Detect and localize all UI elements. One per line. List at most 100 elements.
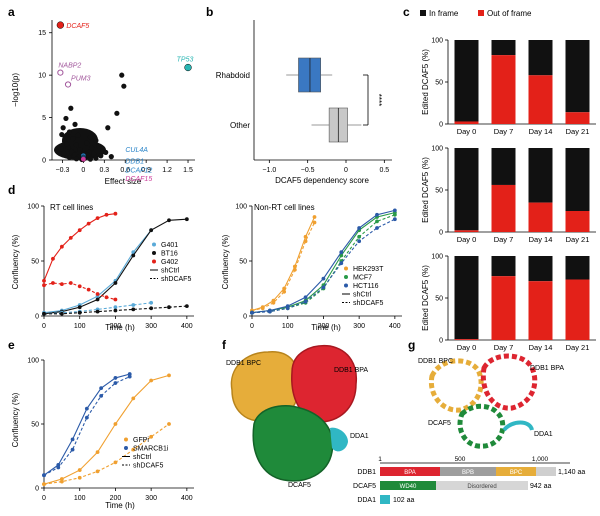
c-ylabel: Edited DCAF5 (%): [421, 157, 430, 223]
series-point: [127, 374, 132, 379]
series-point: [86, 287, 91, 292]
panel-a: a −log10(p) Effect size −0.3 0 0.3 0.6 0.9 1.…: [8, 5, 195, 186]
g-ribbon-dcaf5: [457, 403, 506, 449]
f-structure-density: [230, 344, 358, 482]
series-point: [70, 447, 75, 452]
a-point: [72, 121, 78, 127]
series-point: [184, 304, 189, 308]
series-point: [68, 281, 73, 285]
a-point: [93, 155, 99, 161]
c-xtick-label: Day 7: [494, 127, 514, 136]
series-point: [86, 221, 91, 226]
ytick-label: 50: [31, 259, 39, 266]
g-ddb1-bpa-label: BPA: [404, 470, 416, 476]
a-point-dcaf5: [56, 21, 65, 29]
d2-chart: Non-RT cell lines Confluency (%) Time (h…: [221, 203, 402, 332]
series-point: [357, 234, 362, 239]
series-point: [95, 292, 100, 296]
series-point: [292, 267, 297, 272]
xtick-label: 300: [353, 323, 365, 330]
c-bar-outframe: [454, 230, 479, 232]
series-point: [357, 239, 362, 244]
series-point: [131, 307, 136, 312]
panel-letter-a: a: [8, 5, 15, 19]
ytick-label: 0: [35, 486, 39, 493]
g-label-dcaf5: DCAF5: [428, 420, 451, 427]
panel-b: b DCAF5 dependency score −1.0 −0.5 0 0.5 Rh…: [206, 5, 392, 185]
series-point: [375, 219, 379, 224]
f-label-dda1: DDA1: [350, 433, 369, 440]
c-legend-inframe: In frame: [429, 9, 459, 18]
series-point: [392, 212, 397, 217]
a-label-tp53: TP53: [177, 57, 194, 64]
c-xtick-label: Day 0: [457, 235, 477, 244]
panel-letter-f: f: [222, 338, 227, 352]
panel-e: e Confluency (%) Time (h) 0 100 200 300 400 0…: [8, 338, 194, 510]
f-dcaf5: [252, 404, 334, 482]
series-point: [77, 228, 82, 233]
g-row-dda1: DDA1: [357, 497, 376, 504]
panel-c: c In frame Out of frame BT16 RT050100Edi…: [403, 5, 596, 352]
c-bar-inframe: [528, 148, 553, 203]
a-point: [89, 145, 95, 151]
panel-letter-e: e: [8, 338, 15, 352]
series-point: [42, 283, 46, 288]
legend-label: SMARCB1i: [133, 446, 169, 453]
a-point: [60, 125, 66, 131]
a-yticks: 0 5 10 15: [38, 30, 52, 165]
g-dcaf5-disordered-label: Disordered: [467, 484, 496, 490]
c-bar-inframe: [528, 256, 553, 282]
xtick-label: 200: [318, 323, 330, 330]
a-xtick-label: 0: [81, 167, 85, 174]
a-ytick-label: 0: [42, 158, 46, 165]
a-label-dcaf12: DCAF12: [125, 167, 152, 174]
series-point: [167, 373, 171, 378]
legend-label: shDCAF5: [161, 276, 191, 283]
b-xtick-label: −1.0: [262, 167, 276, 174]
series-line-smarcb1i-dashed: [43, 423, 170, 485]
a-point: [68, 105, 74, 111]
xtick-label: 300: [145, 323, 157, 330]
series-point: [184, 217, 189, 222]
g-label-ddb1-bpa: DDB1 BPA: [530, 365, 564, 372]
series-point: [59, 244, 64, 249]
series-point: [42, 482, 46, 487]
g-ddb1-length: 1,140 aa: [558, 469, 585, 476]
c-bar-outframe: [528, 75, 553, 124]
ytick-label: 0: [35, 314, 39, 321]
series-line-mcf7-solid: [251, 212, 395, 314]
a-point: [98, 153, 104, 159]
legend-swatch: [152, 242, 156, 247]
f-dda1: [330, 427, 348, 452]
series-point: [84, 406, 89, 411]
legend-label: BT16: [161, 251, 178, 258]
g-ddb1-tail: [536, 467, 556, 476]
c-bar-outframe: [491, 184, 516, 232]
series-point: [321, 285, 326, 290]
panel-f: f DDB1 BPC DDB1 BPA DDA1 DCAF5: [222, 338, 369, 489]
series-point: [95, 216, 100, 221]
ytick-label: 100: [27, 358, 39, 365]
c-ytick-label: 50: [435, 296, 443, 303]
series-point: [149, 228, 154, 233]
series-point: [42, 278, 46, 283]
g-dcaf5-wd40: [380, 481, 436, 490]
series-point: [77, 305, 82, 310]
c-bar-inframe: [454, 40, 479, 122]
c-bar-outframe: [491, 276, 516, 340]
series-line-gfpi-dashed: [43, 376, 130, 476]
a-point: [87, 134, 93, 140]
a-point: [61, 150, 67, 156]
series-point: [51, 256, 55, 261]
c-xtick-label: Day 7: [494, 343, 514, 352]
g-ribbon-bpc: [428, 358, 484, 413]
c-bar-outframe: [565, 112, 590, 124]
e-chart: Confluency (%) Time (h) 0 100 200 300 400 0 50…: [11, 358, 194, 510]
a-xtick-label: 0.6: [120, 167, 130, 174]
g-ribbon-bpa: [480, 353, 538, 411]
b-cat-other: Other: [230, 121, 250, 130]
a-point-pum3: [64, 81, 72, 88]
series-point: [51, 281, 55, 285]
series-point: [95, 309, 100, 314]
